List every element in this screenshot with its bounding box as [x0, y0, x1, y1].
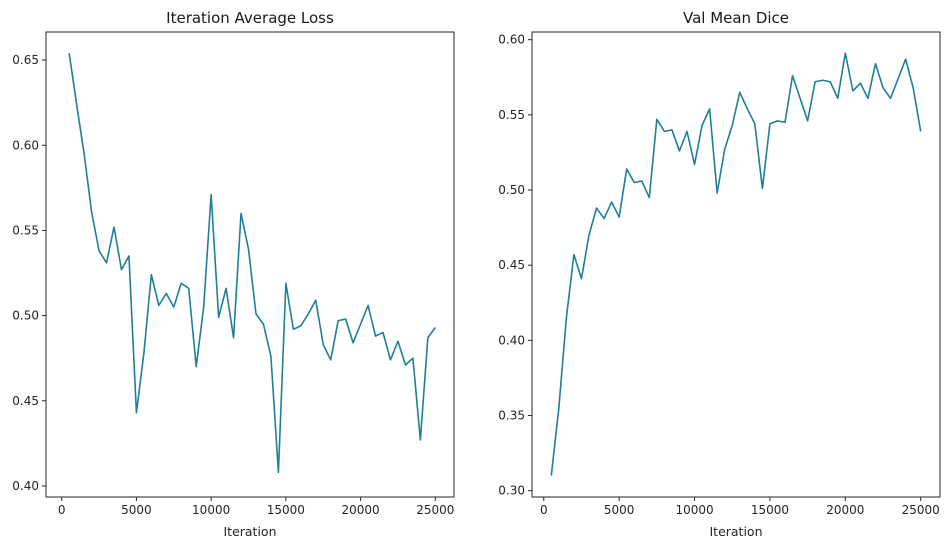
- y-tick-label: 0.60: [498, 33, 525, 47]
- y-tick-label: 0.40: [498, 333, 525, 347]
- y-tick-label: 0.40: [12, 479, 39, 493]
- y-tick-label: 0.45: [498, 258, 525, 272]
- x-axis-label: Iteration: [709, 524, 762, 539]
- y-tick-label: 0.35: [498, 409, 525, 423]
- y-tick-label: 0.55: [12, 223, 39, 237]
- x-tick-label: 5000: [604, 503, 635, 517]
- y-tick-label: 0.45: [12, 394, 39, 408]
- y-tick-label: 0.30: [498, 484, 525, 498]
- series-line: [550, 52, 922, 476]
- chart-title: Iteration Average Loss: [166, 9, 334, 27]
- x-tick-label: 25000: [902, 503, 940, 517]
- plot-frame: [45, 31, 455, 498]
- x-tick-label: 0: [540, 503, 548, 517]
- chart-panel-dice: Val Mean Dice 0 5000 10000 15000 20000 25000 0.…: [498, 9, 941, 539]
- x-tick-label: 5000: [121, 503, 152, 517]
- y-tick-label: 0.50: [498, 183, 525, 197]
- x-tick-label: 20000: [341, 503, 379, 517]
- x-tick-label: 10000: [192, 503, 230, 517]
- x-tick-label: 20000: [826, 503, 864, 517]
- y-tick-label: 0.55: [498, 108, 525, 122]
- chart-title: Val Mean Dice: [683, 9, 789, 27]
- x-tick-label: 15000: [267, 503, 305, 517]
- x-axis-label: Iteration: [223, 524, 276, 539]
- y-tick-label: 0.50: [12, 309, 39, 323]
- x-tick-label: 10000: [675, 503, 713, 517]
- x-tick-label: 15000: [751, 503, 789, 517]
- x-tick-label: 25000: [416, 503, 454, 517]
- chart-panel-loss: Iteration Average Loss 0 5000 10000 15000 200…: [12, 9, 455, 539]
- plot-frame: [531, 31, 941, 498]
- y-tick-label: 0.60: [12, 138, 39, 152]
- y-tick-label: 0.65: [12, 53, 39, 67]
- series-line: [68, 53, 436, 474]
- x-tick-label: 0: [58, 503, 66, 517]
